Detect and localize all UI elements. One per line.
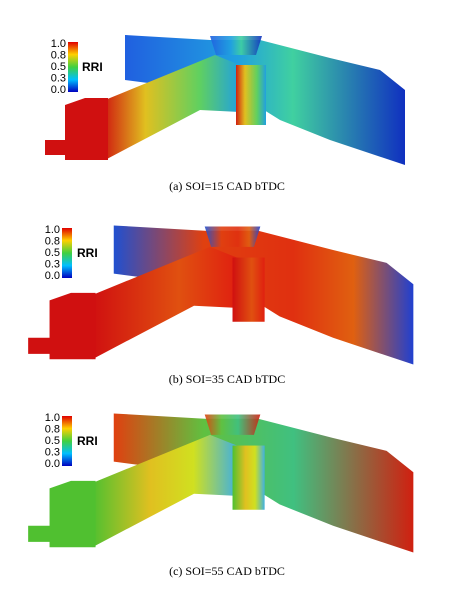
port-wall [232, 257, 265, 322]
intake-duct [92, 434, 237, 548]
colorbar-tick-label: 0.8 [51, 49, 66, 61]
geometry-render [28, 225, 414, 365]
caption: (a) SOI=15 CAD bTDC [169, 179, 285, 193]
colorbar-tick-label: 1.0 [51, 38, 66, 50]
geometry-render [45, 35, 405, 165]
colorbar-label: RRI [77, 246, 98, 260]
top-box [204, 414, 261, 435]
colorbar-tick-label: 0.5 [51, 61, 66, 73]
colorbar-tick-label: 0.5 [45, 247, 60, 259]
colorbar [62, 228, 72, 278]
colorbar-label: RRI [77, 434, 98, 448]
top-box [210, 36, 262, 55]
caption: (c) SOI=55 CAD bTDC [169, 564, 285, 578]
colorbar [68, 42, 78, 92]
intake-duct [105, 55, 240, 160]
port-wall [236, 65, 266, 125]
colorbar-tick-label: 0.0 [51, 84, 66, 96]
colorbar-tick-label: 0.5 [45, 435, 60, 447]
inlet-block [28, 480, 96, 548]
colorbar-tick-label: 0.3 [45, 446, 60, 458]
colorbar-label: RRI [82, 60, 103, 74]
intake-duct [92, 246, 237, 360]
panel: 1.00.80.50.30.0 RRI (b) SOI=35 CAD bTDC [28, 224, 414, 386]
colorbar-tick-label: 0.8 [45, 423, 60, 435]
colorbar-tick-label: 0.3 [51, 72, 66, 84]
inlet-block [45, 98, 108, 160]
inlet-block [28, 292, 96, 360]
colorbar-tick-label: 0.0 [45, 458, 60, 470]
caption: (b) SOI=35 CAD bTDC [169, 372, 285, 386]
colorbar-tick-label: 0.8 [45, 235, 60, 247]
colorbar-tick-label: 0.0 [45, 270, 60, 282]
top-box [204, 226, 261, 247]
colorbar-tick-label: 1.0 [45, 412, 60, 424]
panel: 1.00.80.50.30.0 RRI (c) SOI=55 CAD bTDC [28, 412, 414, 578]
colorbar-tick-label: 0.3 [45, 258, 60, 270]
geometry-render [28, 413, 414, 553]
port-wall [232, 445, 265, 510]
colorbar-tick-label: 1.0 [45, 224, 60, 236]
panel: 1.00.80.50.30.0 RRI (a) SOI=15 CAD bTDC [45, 35, 405, 193]
colorbar [62, 416, 72, 466]
